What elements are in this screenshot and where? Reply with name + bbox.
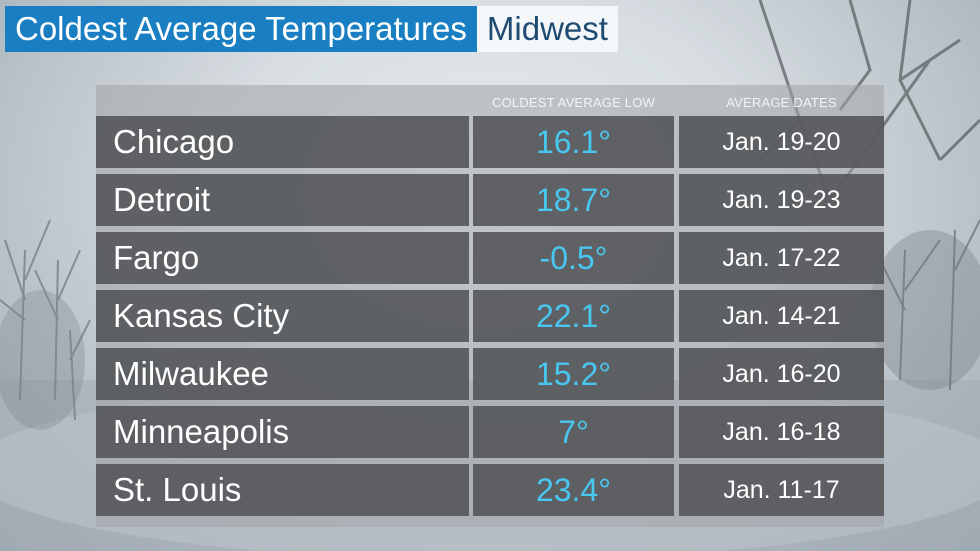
table-row: Kansas City 22.1° Jan. 14-21	[96, 290, 884, 342]
table-row: Minneapolis 7° Jan. 16-18	[96, 406, 884, 458]
column-header-average-dates: AVERAGE DATES	[726, 95, 837, 110]
average-dates-value: Jan. 17-22	[679, 232, 884, 284]
table-row: Detroit 18.7° Jan. 19-23	[96, 174, 884, 226]
average-dates-value: Jan. 19-20	[679, 116, 884, 168]
title-banner: Coldest Average Temperatures Midwest	[5, 6, 618, 52]
city-name: Fargo	[96, 232, 469, 284]
city-name: Detroit	[96, 174, 469, 226]
coldest-low-value: 15.2°	[473, 348, 674, 400]
table-row: St. Louis 23.4° Jan. 11-17	[96, 464, 884, 516]
average-dates-value: Jan. 16-18	[679, 406, 884, 458]
city-name: Chicago	[96, 116, 469, 168]
table-row: Milwaukee 15.2° Jan. 16-20	[96, 348, 884, 400]
average-dates-value: Jan. 19-23	[679, 174, 884, 226]
average-dates-value: Jan. 14-21	[679, 290, 884, 342]
city-name: Kansas City	[96, 290, 469, 342]
coldest-low-value: 16.1°	[473, 116, 674, 168]
coldest-low-value: 23.4°	[473, 464, 674, 516]
city-name: Milwaukee	[96, 348, 469, 400]
page-title: Coldest Average Temperatures	[5, 6, 477, 52]
table-row: Fargo -0.5° Jan. 17-22	[96, 232, 884, 284]
city-name: Minneapolis	[96, 406, 469, 458]
region-label: Midwest	[476, 6, 618, 52]
coldest-low-value: 7°	[473, 406, 674, 458]
coldest-low-value: -0.5°	[473, 232, 674, 284]
city-name: St. Louis	[96, 464, 469, 516]
average-dates-value: Jan. 11-17	[679, 464, 884, 516]
table-row: Chicago 16.1° Jan. 19-20	[96, 116, 884, 168]
coldest-low-value: 22.1°	[473, 290, 674, 342]
coldest-low-value: 18.7°	[473, 174, 674, 226]
average-dates-value: Jan. 16-20	[679, 348, 884, 400]
column-header-coldest-low: COLDEST AVERAGE LOW	[492, 95, 655, 110]
